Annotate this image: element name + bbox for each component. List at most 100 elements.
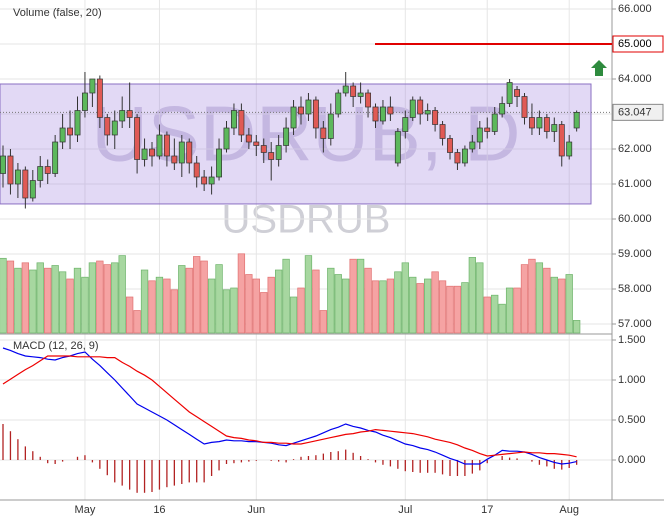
volume-bar <box>520 264 529 334</box>
candle-body <box>275 145 282 160</box>
volume-bar <box>185 267 193 334</box>
candle-body <box>29 180 36 199</box>
candle-body <box>521 96 528 118</box>
up-arrow-icon <box>591 60 607 76</box>
candle-body <box>394 131 401 164</box>
candle-body <box>283 127 290 146</box>
volume-bar <box>96 260 104 334</box>
x-tick-label: 16 <box>153 504 165 516</box>
candle-body <box>59 127 66 143</box>
volume-bar <box>505 287 514 334</box>
volume-bar <box>14 267 22 334</box>
volume-bar <box>476 262 484 334</box>
candle-body <box>0 155 6 174</box>
candle-body <box>305 99 312 115</box>
candle-body <box>335 92 342 115</box>
y-tick-label: 1.500 <box>618 334 646 346</box>
volume-bar <box>21 262 29 334</box>
volume-bar <box>245 274 253 334</box>
volume-bar <box>275 269 283 334</box>
candle-body <box>52 141 59 174</box>
candle-body <box>193 162 200 178</box>
y-tick-label: 57.000 <box>618 318 652 330</box>
macd-label: MACD (12, 26, 9) <box>13 340 99 352</box>
candle-body <box>409 99 416 118</box>
volume-bar <box>349 258 357 334</box>
volume-bar <box>207 278 216 334</box>
candle-body <box>89 78 96 94</box>
candle-body <box>491 113 498 132</box>
macd-line <box>2 347 577 465</box>
candle-body <box>327 113 334 139</box>
y-tick-label: 60.000 <box>618 213 652 225</box>
volume-bar <box>111 262 119 334</box>
alert-label: 65.000 <box>618 38 652 50</box>
x-tick-label: Jul <box>398 504 412 516</box>
y-tick-label: 62.000 <box>618 143 652 155</box>
x-tick-label: May <box>75 504 96 516</box>
volume-bar <box>36 262 44 334</box>
candle-body <box>216 148 222 178</box>
candle-body <box>44 166 51 174</box>
candle-body <box>439 124 446 139</box>
y-tick-label: 61.000 <box>618 178 652 190</box>
volume-bar <box>58 271 67 334</box>
candle-body <box>387 106 394 115</box>
x-tick-label: 17 <box>481 504 493 516</box>
candle-body <box>402 117 409 132</box>
candle-body <box>312 99 319 129</box>
candle-body <box>14 169 21 185</box>
candle-body <box>231 110 237 129</box>
candle-body <box>223 127 230 150</box>
volume-bar <box>252 278 260 334</box>
candle-body <box>499 103 506 115</box>
candle-body <box>260 145 267 153</box>
volume-label: Volume (false, 20) <box>13 7 102 19</box>
candle-body <box>380 106 386 122</box>
volume-bar <box>267 276 275 334</box>
candle-body <box>365 92 372 108</box>
candle-body <box>432 110 439 125</box>
y-tick-label: 58.000 <box>618 283 652 295</box>
candle-body <box>245 134 252 143</box>
watermark: USDRUB <box>222 198 391 242</box>
volume-bar <box>461 282 469 334</box>
candle-body <box>417 99 424 115</box>
candle-body <box>290 106 297 129</box>
volume-bar <box>379 280 387 334</box>
volume-bar <box>125 296 134 334</box>
y-tick-label: 0.000 <box>618 454 646 466</box>
volume-bar <box>44 267 52 334</box>
volume-bar <box>237 253 246 334</box>
candle-body <box>506 82 513 104</box>
volume-bar <box>394 271 402 334</box>
candle-body <box>126 110 133 118</box>
candle-body <box>566 141 573 157</box>
volume-bar <box>371 280 380 334</box>
candle-body <box>558 124 565 157</box>
candle-body <box>536 117 543 129</box>
volume-bar <box>319 310 327 334</box>
volume-bar <box>230 287 238 334</box>
candle-body <box>424 110 431 115</box>
volume-bar <box>81 276 89 334</box>
volume-bar <box>170 289 179 334</box>
candle-body <box>372 106 379 122</box>
volume-bar <box>342 278 350 334</box>
candle-body <box>141 148 148 160</box>
candle-body <box>320 127 327 139</box>
candle-body <box>74 110 81 136</box>
volume-bar <box>148 280 156 334</box>
volume-bar <box>483 296 491 334</box>
x-tick-label: Jun <box>247 504 265 516</box>
volume-bar <box>103 264 111 334</box>
volume-bar <box>409 276 417 334</box>
volume-bar <box>491 294 499 334</box>
volume-bar <box>260 292 268 334</box>
volume-bar <box>6 260 15 334</box>
volume-bar <box>289 296 298 334</box>
volume-bar <box>140 269 149 334</box>
volume-bar <box>29 269 37 334</box>
